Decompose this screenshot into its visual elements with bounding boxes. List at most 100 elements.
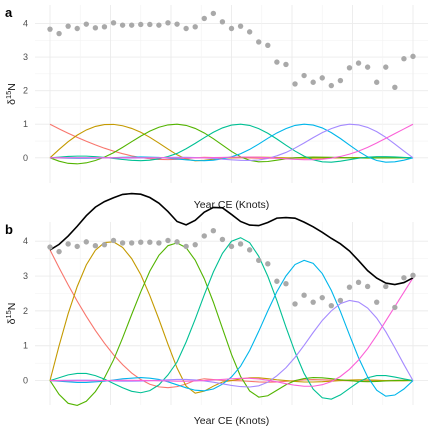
y-tick-label: 3 — [23, 52, 28, 62]
data-point — [192, 241, 198, 248]
data-point — [47, 26, 53, 32]
data-point — [128, 22, 135, 28]
data-point — [110, 237, 117, 244]
data-point — [392, 304, 398, 311]
x-axis-title: Year CE (Knots) — [194, 199, 269, 211]
data-point — [337, 297, 344, 304]
data-point — [174, 239, 180, 245]
data-point — [246, 29, 253, 35]
data-point — [319, 75, 325, 81]
data-point — [210, 228, 217, 234]
data-point — [328, 302, 335, 309]
data-point — [301, 292, 307, 298]
data-points — [47, 228, 416, 311]
data-point — [346, 284, 353, 290]
data-point — [83, 239, 90, 245]
data-point — [301, 72, 307, 79]
data-point — [374, 299, 380, 305]
data-point — [246, 247, 253, 253]
basis-curve-7 — [49, 123, 414, 161]
data-point — [156, 22, 162, 28]
data-point — [383, 64, 389, 70]
y-tick-label: 1 — [23, 119, 28, 129]
data-point — [165, 20, 171, 26]
panel-b: 0 1 2 3 4b Year CE (Knots) δ15N — [4, 192, 428, 427]
basis-curve-3 — [49, 242, 414, 406]
data-point — [74, 25, 80, 32]
gridlines — [35, 5, 428, 183]
panel-label: a — [5, 5, 13, 20]
data-point — [174, 21, 180, 27]
data-point — [228, 25, 235, 32]
y-axis-title: δ15N — [4, 303, 18, 325]
data-point — [265, 42, 271, 49]
y-tick-label: 4 — [23, 18, 28, 28]
y-tick-label: 2 — [23, 86, 28, 96]
fitted-curve — [49, 192, 414, 286]
data-point — [237, 23, 244, 29]
data-point — [410, 53, 416, 60]
y-axis-title: δ15N — [4, 83, 18, 105]
y-tick-label: 2 — [23, 306, 28, 316]
data-point — [192, 24, 198, 30]
data-point — [228, 243, 235, 250]
data-point — [83, 21, 90, 27]
data-point — [292, 81, 298, 87]
panel-a: 0 1 2 3 4a Year CE (Knots) δ15N — [4, 5, 428, 211]
data-point — [201, 15, 207, 22]
data-point — [138, 21, 144, 28]
data-point — [265, 261, 271, 267]
basis-curve-3 — [49, 123, 414, 165]
data-point — [56, 248, 62, 255]
y-tick-label: 4 — [23, 236, 28, 246]
data-point — [65, 23, 71, 29]
data-point — [337, 77, 344, 84]
basis-curve-7 — [49, 277, 414, 387]
data-point — [401, 275, 407, 281]
data-point — [392, 84, 398, 90]
data-point — [292, 301, 298, 307]
data-point — [56, 30, 62, 37]
y-tick-label: 0 — [23, 153, 28, 163]
basis-curve-2 — [49, 241, 414, 394]
data-point — [119, 240, 126, 246]
data-point — [401, 56, 407, 62]
basis-curves — [49, 123, 414, 165]
data-point — [328, 82, 335, 89]
data-point — [310, 79, 316, 85]
basis-curves — [49, 237, 414, 406]
data-point — [355, 279, 362, 286]
data-point — [156, 240, 162, 246]
data-point — [201, 233, 207, 239]
data-point — [101, 24, 108, 30]
data-point — [346, 65, 353, 71]
data-point — [101, 241, 108, 248]
data-point — [74, 243, 80, 250]
data-point — [92, 243, 99, 249]
data-point — [364, 283, 371, 290]
data-point — [119, 22, 126, 28]
data-point — [147, 239, 153, 245]
x-axis-title: Year CE (Knots) — [194, 415, 269, 427]
data-point — [210, 10, 217, 17]
data-point — [128, 240, 135, 246]
data-point — [110, 20, 117, 26]
data-point — [283, 280, 289, 287]
data-point — [283, 61, 289, 68]
data-point — [383, 283, 389, 290]
data-point — [319, 294, 325, 301]
data-point — [256, 257, 262, 264]
data-point — [256, 39, 262, 45]
data-point — [183, 25, 189, 32]
data-point — [219, 19, 226, 25]
y-tick-label: 1 — [23, 341, 28, 351]
data-point — [147, 21, 153, 28]
panel-label: b — [5, 222, 13, 237]
data-point — [47, 244, 53, 250]
data-point — [274, 59, 280, 65]
data-point — [92, 25, 99, 31]
data-point — [374, 79, 380, 85]
data-point — [219, 236, 226, 243]
data-point — [237, 241, 244, 247]
